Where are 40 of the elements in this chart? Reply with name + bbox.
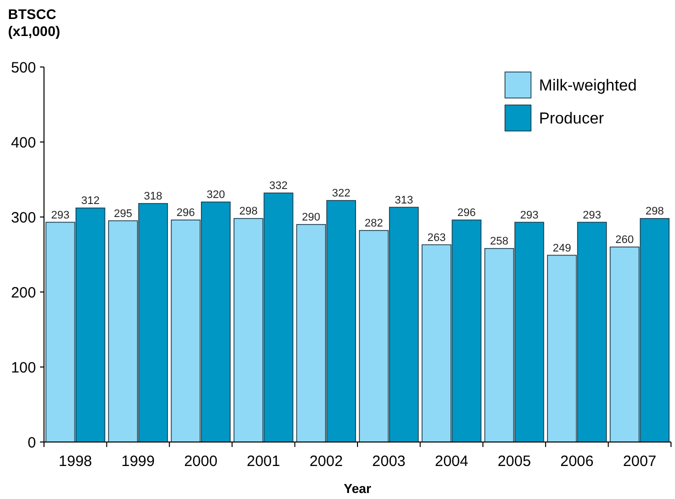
data-label: 290 — [302, 212, 320, 224]
data-label: 293 — [51, 209, 70, 222]
data-label: 282 — [364, 218, 383, 230]
data-label: 293 — [520, 209, 538, 222]
y-axis-title: BTSCC (x1,000) — [8, 6, 60, 39]
data-label: 318 — [144, 190, 162, 202]
data-label: 296 — [457, 207, 476, 219]
x-axis-title: Year — [344, 481, 372, 496]
x-tick-label: 2000 — [184, 453, 218, 470]
data-label: 258 — [490, 236, 508, 248]
y-tick-label: 300 — [10, 209, 36, 226]
x-tick-label: 2004 — [434, 453, 468, 470]
data-label: 313 — [394, 194, 414, 206]
x-tick-label: 2003 — [372, 453, 406, 470]
y-tick-label: 500 — [10, 59, 36, 76]
y-tick-label: 0 — [28, 434, 36, 452]
x-tick-label: 2005 — [498, 453, 531, 470]
y-tick-label: 400 — [10, 134, 36, 152]
data-label: 332 — [269, 180, 288, 192]
legend-label: Producer — [539, 110, 605, 128]
data-label: 293 — [582, 209, 602, 222]
data-label: 263 — [427, 232, 446, 244]
data-label: 298 — [239, 206, 258, 218]
data-label: 296 — [176, 207, 195, 219]
x-tick-label: 1999 — [121, 453, 155, 470]
data-label: 260 — [615, 234, 634, 246]
y-tick-label: 100 — [10, 359, 36, 376]
data-label: 295 — [114, 208, 132, 220]
data-label: 322 — [332, 188, 350, 200]
data-label: 298 — [646, 206, 664, 218]
data-label: 312 — [81, 195, 100, 207]
x-tick-label: 2001 — [246, 453, 280, 470]
x-tick-label: 1998 — [58, 453, 92, 470]
y-tick-label: 200 — [10, 284, 36, 302]
x-tick-label: 2002 — [309, 453, 343, 470]
data-label: 320 — [206, 189, 225, 201]
x-tick-label: 2007 — [622, 453, 656, 470]
x-tick-label: 2006 — [560, 453, 594, 470]
data-label: 249 — [552, 242, 572, 254]
legend-label: Milk-weighted — [539, 78, 637, 95]
